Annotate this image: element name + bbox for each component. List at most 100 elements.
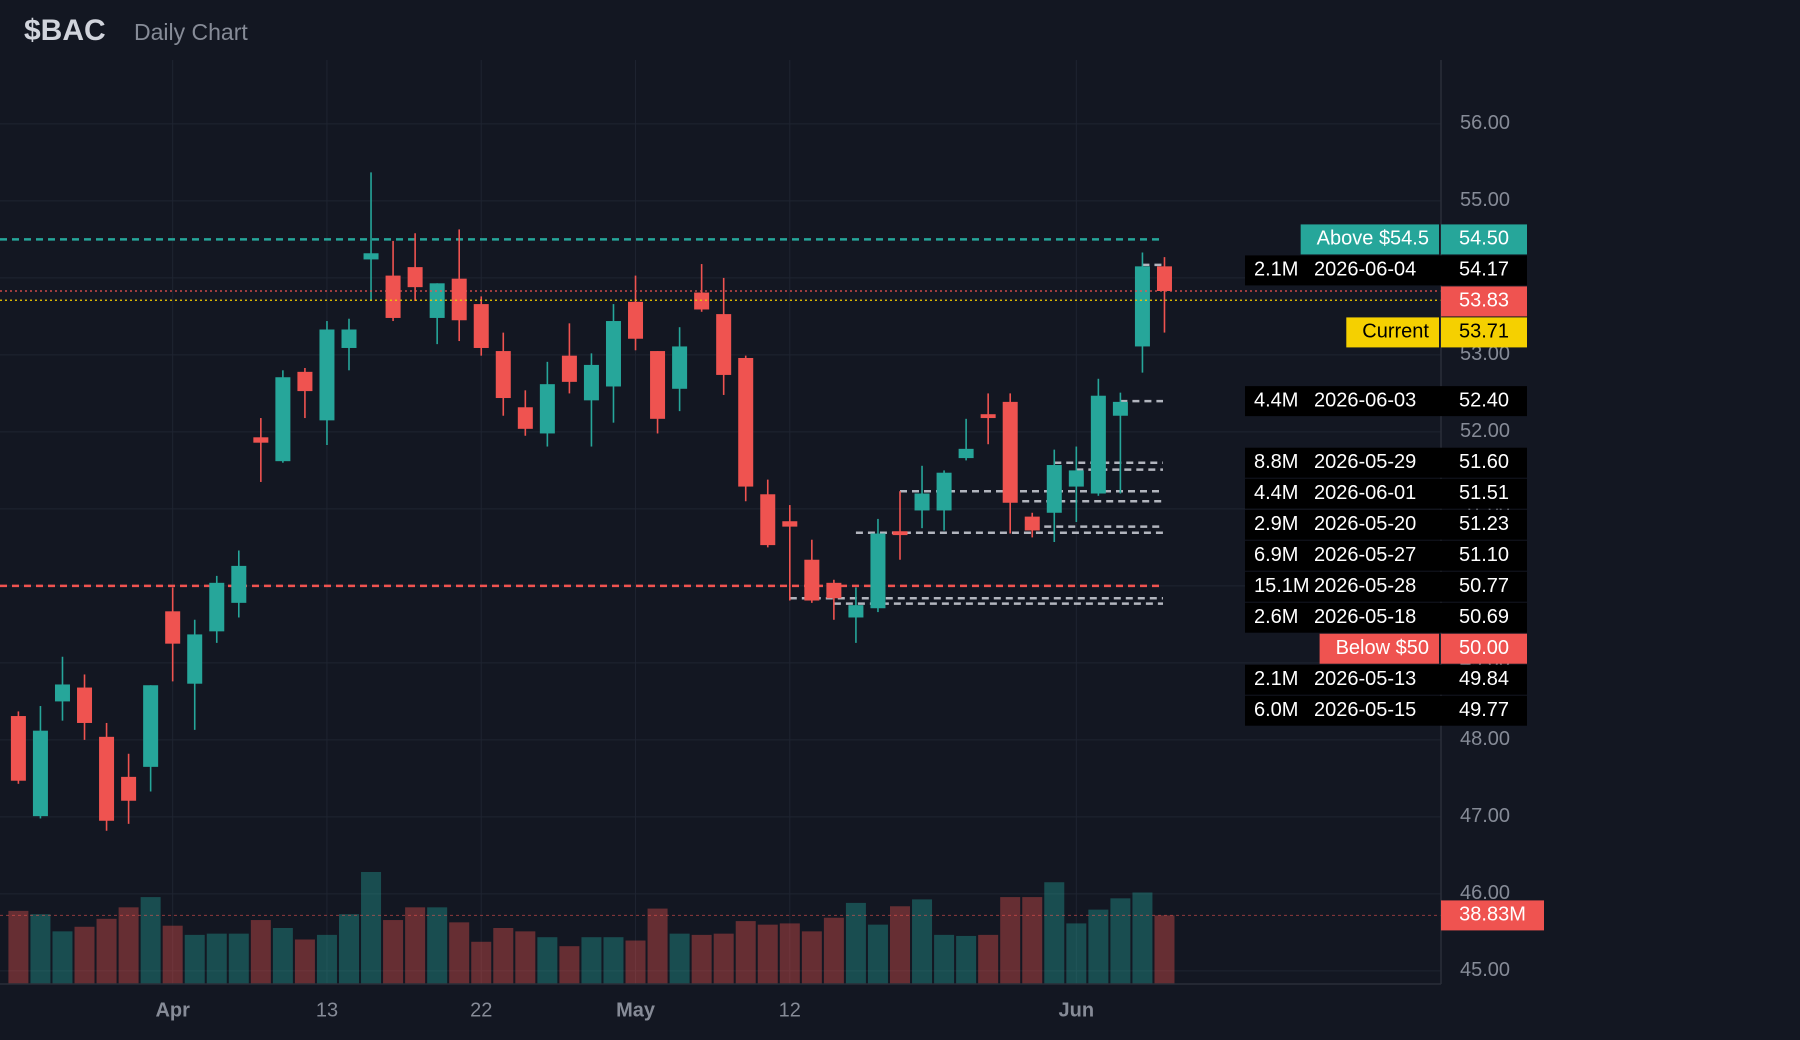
alert-name-box [1300, 224, 1439, 255]
level-date: 2026-05-20 [1314, 513, 1416, 535]
volume-bar [272, 928, 293, 984]
candle-body [1090, 395, 1106, 494]
level-date: 2026-05-28 [1314, 575, 1416, 597]
level-volume: 6.9M [1254, 544, 1298, 566]
volume-bar [867, 924, 888, 984]
volume-bar [184, 934, 205, 984]
volume-bar [603, 937, 624, 984]
volume-bar [956, 935, 977, 984]
level-volume: 2.1M [1254, 259, 1298, 281]
volume-bar [250, 920, 271, 984]
volume-bar [735, 921, 756, 984]
x-tick-label: May [616, 999, 656, 1021]
level-tag-box [1245, 478, 1527, 509]
candle-body [672, 346, 688, 389]
level-volume: 4.4M [1254, 389, 1298, 411]
level-tag-box [1245, 695, 1527, 726]
candle-body [121, 776, 137, 801]
volume-bar [1066, 923, 1087, 984]
volume-bar [912, 899, 933, 984]
candle-body [275, 377, 291, 462]
chart-subtitle: Daily Chart [134, 19, 248, 45]
volume-bar [405, 907, 426, 984]
volume-bar [559, 946, 580, 984]
level-date: 2026-05-13 [1314, 668, 1416, 690]
candle-body [32, 730, 48, 817]
candle-body [1002, 401, 1018, 503]
level-tag-box [1245, 571, 1527, 602]
x-tick-label: 22 [470, 999, 492, 1021]
y-tick-label: 52.00 [1460, 420, 1510, 442]
volume-bar [52, 931, 73, 984]
volume-bar [581, 937, 602, 984]
volume-bar [339, 914, 359, 984]
candle-body [231, 565, 247, 603]
level-price: 52.40 [1459, 389, 1509, 411]
volume-bar [779, 923, 800, 984]
level-date: 2026-06-04 [1314, 259, 1416, 281]
volume-bar [1022, 897, 1043, 984]
volume-bar [96, 918, 117, 984]
level-volume: 15.1M [1254, 575, 1310, 597]
candle-body [143, 685, 159, 767]
level-date: 2026-05-29 [1314, 451, 1416, 473]
candle-body [187, 634, 203, 684]
volume-bar [801, 931, 822, 984]
level-date: 2026-05-15 [1314, 699, 1416, 721]
y-tick-label: 56.00 [1460, 112, 1510, 134]
volume-bar [118, 907, 139, 984]
candle-body [936, 472, 952, 511]
candle-body [628, 301, 644, 339]
volume-bar [8, 910, 29, 984]
alert-price: 54.50 [1459, 228, 1509, 250]
level-tag-box [1245, 255, 1527, 286]
candle-body [473, 304, 489, 348]
alert-price: 50.00 [1459, 637, 1509, 659]
candle-body [1068, 470, 1084, 487]
y-tick-label: 45.00 [1460, 959, 1510, 981]
candle-body [363, 253, 379, 260]
level-price: 50.69 [1459, 606, 1509, 628]
x-tick-label: 12 [779, 999, 801, 1021]
level-tag-box [1245, 447, 1527, 478]
x-tick-label: 13 [316, 999, 338, 1021]
volume-bar [1088, 909, 1109, 984]
volume-bar [978, 934, 999, 984]
alert-price-tag [1441, 224, 1527, 255]
volume-bar [493, 928, 514, 984]
volume-bar [140, 897, 161, 984]
candle-body [297, 371, 313, 392]
volume-tag [1441, 900, 1544, 931]
level-volume: 2.6M [1254, 606, 1298, 628]
level-price: 49.77 [1459, 699, 1509, 721]
volume-bar [228, 933, 249, 984]
volume-bar [316, 934, 337, 984]
level-tag-box [1245, 386, 1527, 417]
alert-price-tag [1441, 633, 1527, 664]
current-price: 53.71 [1459, 321, 1509, 343]
volume-bar [625, 940, 646, 984]
candle-body [605, 321, 621, 387]
chart-title: $BAC [24, 14, 106, 47]
volume-bar [74, 926, 95, 984]
volume-bar [713, 933, 734, 984]
level-tag-box [1245, 664, 1527, 695]
volume-bar [647, 908, 668, 984]
candle-body [1046, 465, 1062, 513]
level-price: 51.51 [1459, 482, 1509, 504]
current-price-tag [1441, 317, 1527, 348]
candle-body [716, 314, 732, 375]
candle-body [583, 364, 599, 401]
x-tick-label: Jun [1059, 999, 1095, 1021]
level-price: 51.60 [1459, 451, 1509, 473]
level-price: 51.10 [1459, 544, 1509, 566]
candle-body [99, 736, 115, 821]
volume-bar [1110, 898, 1131, 984]
y-tick-label: 48.00 [1460, 728, 1510, 750]
candle-body [848, 605, 864, 618]
volume-bar [162, 925, 183, 984]
level-date: 2026-05-18 [1314, 606, 1416, 628]
